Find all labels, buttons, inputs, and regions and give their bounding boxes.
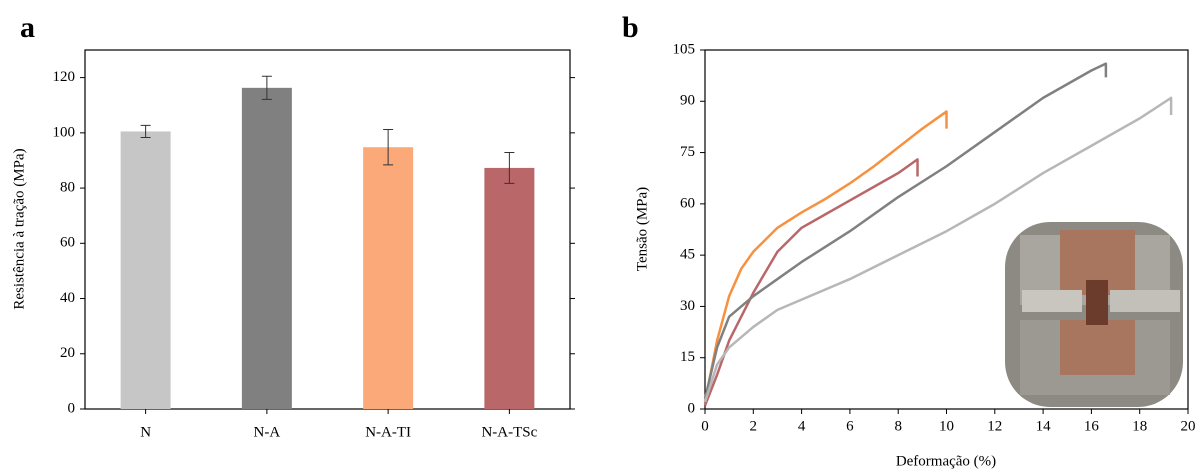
x-tick-label: 2 bbox=[750, 418, 758, 434]
bar bbox=[241, 87, 292, 410]
x-tick-label: N-A-TSc bbox=[481, 424, 537, 440]
photo-inset bbox=[1005, 222, 1183, 407]
y-tick-label: 60 bbox=[60, 235, 75, 251]
error-bar bbox=[504, 151, 515, 184]
x-tick-label: 18 bbox=[1132, 418, 1147, 434]
y-tick-label: 100 bbox=[53, 124, 76, 140]
y-tick-label: 60 bbox=[680, 195, 695, 211]
y-tick-label: 105 bbox=[673, 41, 696, 57]
y-axis-label: Resistência à tração (MPa) bbox=[11, 148, 27, 309]
error-bar bbox=[261, 75, 272, 100]
data-line bbox=[703, 110, 948, 403]
y-tick-label: 45 bbox=[680, 247, 695, 263]
y-tick-label: 0 bbox=[688, 400, 696, 416]
data-line bbox=[703, 62, 1108, 400]
data-line bbox=[703, 158, 919, 407]
y-tick-label: 0 bbox=[68, 400, 76, 416]
x-tick-label: 10 bbox=[939, 418, 954, 434]
y-tick-label: 15 bbox=[680, 349, 695, 365]
bar bbox=[484, 167, 535, 409]
y-tick-label: 75 bbox=[680, 144, 695, 160]
x-tick-label: 8 bbox=[894, 418, 902, 434]
panel-letter: a bbox=[20, 11, 35, 44]
x-tick-label: 16 bbox=[1084, 418, 1100, 434]
x-tick-label: 0 bbox=[701, 418, 709, 434]
data-line bbox=[703, 96, 1173, 403]
bar bbox=[120, 131, 171, 409]
y-tick-label: 80 bbox=[60, 180, 75, 196]
y-tick-label: 90 bbox=[680, 93, 695, 109]
x-tick-label: 4 bbox=[798, 418, 806, 434]
y-tick-label: 120 bbox=[53, 69, 76, 85]
y-axis-label: Tensão (MPa) bbox=[634, 187, 650, 271]
panel-letter: b bbox=[622, 11, 639, 44]
error-bar bbox=[140, 124, 151, 139]
x-tick-label: 6 bbox=[846, 418, 854, 434]
bar bbox=[363, 147, 414, 409]
y-tick-label: 40 bbox=[60, 290, 75, 306]
x-tick-label: 20 bbox=[1181, 418, 1196, 434]
y-tick-label: 30 bbox=[680, 298, 695, 314]
y-tick-label: 20 bbox=[60, 345, 75, 361]
x-tick-label: N-A-TI bbox=[365, 424, 411, 440]
x-tick-label: 14 bbox=[1036, 418, 1052, 434]
x-tick-label: N-A bbox=[254, 424, 281, 440]
plot-frame bbox=[84, 49, 571, 410]
x-axis-label: Deformação (%) bbox=[896, 453, 996, 469]
x-tick-label: N bbox=[140, 424, 151, 440]
error-bar bbox=[383, 129, 394, 166]
x-tick-label: 12 bbox=[987, 418, 1002, 434]
